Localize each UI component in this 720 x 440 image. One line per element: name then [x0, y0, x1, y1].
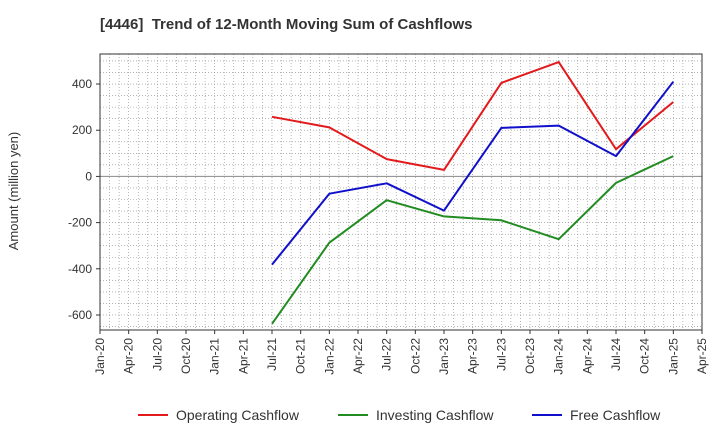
legend-swatch-operating: [138, 414, 168, 416]
legend-swatch-free: [532, 414, 562, 416]
x-tick-label: Oct-21: [294, 338, 308, 374]
x-tick-label: Apr-20: [122, 338, 136, 374]
legend-item-operating: Operating Cashflow: [138, 404, 299, 426]
x-tick-label: Oct-20: [179, 338, 193, 374]
x-tick-label: Jul-24: [609, 338, 623, 371]
x-tick-label: Jan-20: [93, 338, 107, 375]
series-line-free: [271, 81, 675, 266]
x-tick-label: Jul-22: [380, 338, 394, 371]
x-tick-label: Jan-22: [322, 338, 336, 375]
x-tick-label: Jan-24: [552, 338, 566, 375]
x-tick-label: Apr-24: [580, 338, 594, 374]
legend-label-operating: Operating Cashflow: [176, 407, 299, 423]
y-tick-label: 400: [72, 77, 92, 91]
y-tick-labels: 400 200 0 -200 -400 -600: [68, 77, 100, 322]
line-chart: 400 200 0 -200 -400 -600 Jan-20 Apr-20 Jul-20 Oc…: [6, 53, 709, 375]
legend-item-investing: Investing Cashflow: [338, 404, 494, 426]
plot-border: [99, 53, 703, 331]
legend-swatch-investing: [338, 414, 368, 416]
x-tick-label: Oct-24: [638, 338, 652, 374]
legend: Operating Cashflow Investing Cashflow Fr…: [0, 404, 720, 426]
x-tick-label: Oct-22: [408, 338, 422, 374]
legend-label-free: Free Cashflow: [570, 407, 661, 423]
y-tick-label: -600: [68, 308, 92, 322]
x-tick-label: Jul-23: [494, 338, 508, 371]
y-tick-label: 200: [72, 123, 92, 137]
series-line-investing: [271, 155, 674, 325]
y-tick-label: 0: [85, 169, 92, 183]
y-axis-title: Amount (million yen): [6, 132, 21, 251]
chart-title: [4446] Trend of 12-Month Moving Sum of C…: [100, 16, 473, 33]
x-tick-label: Jul-21: [265, 338, 279, 371]
y-tick-label: -400: [68, 262, 92, 276]
x-tick-labels: Jan-20 Apr-20 Jul-20 Oct-20 Jan-21 Apr-21 Jul-…: [93, 330, 709, 375]
x-tick-label: Apr-22: [351, 338, 365, 374]
y-tick-label: -200: [68, 216, 92, 230]
x-tick-label: Oct-23: [523, 338, 537, 374]
grid: [100, 54, 702, 330]
x-tick-label: Apr-23: [466, 338, 480, 374]
series-line-operating: [271, 61, 674, 171]
legend-label-investing: Investing Cashflow: [376, 407, 494, 423]
x-tick-label: Jan-25: [666, 338, 680, 375]
x-tick-label: Apr-21: [236, 338, 250, 374]
x-tick-label: Jan-21: [208, 338, 222, 375]
x-tick-label: Jul-20: [150, 338, 164, 371]
plot-frame: [99, 53, 703, 331]
legend-item-free: Free Cashflow: [532, 404, 660, 426]
x-tick-label: Apr-25: [695, 338, 709, 374]
series-lines: [271, 61, 675, 325]
x-tick-label: Jan-23: [437, 338, 451, 375]
